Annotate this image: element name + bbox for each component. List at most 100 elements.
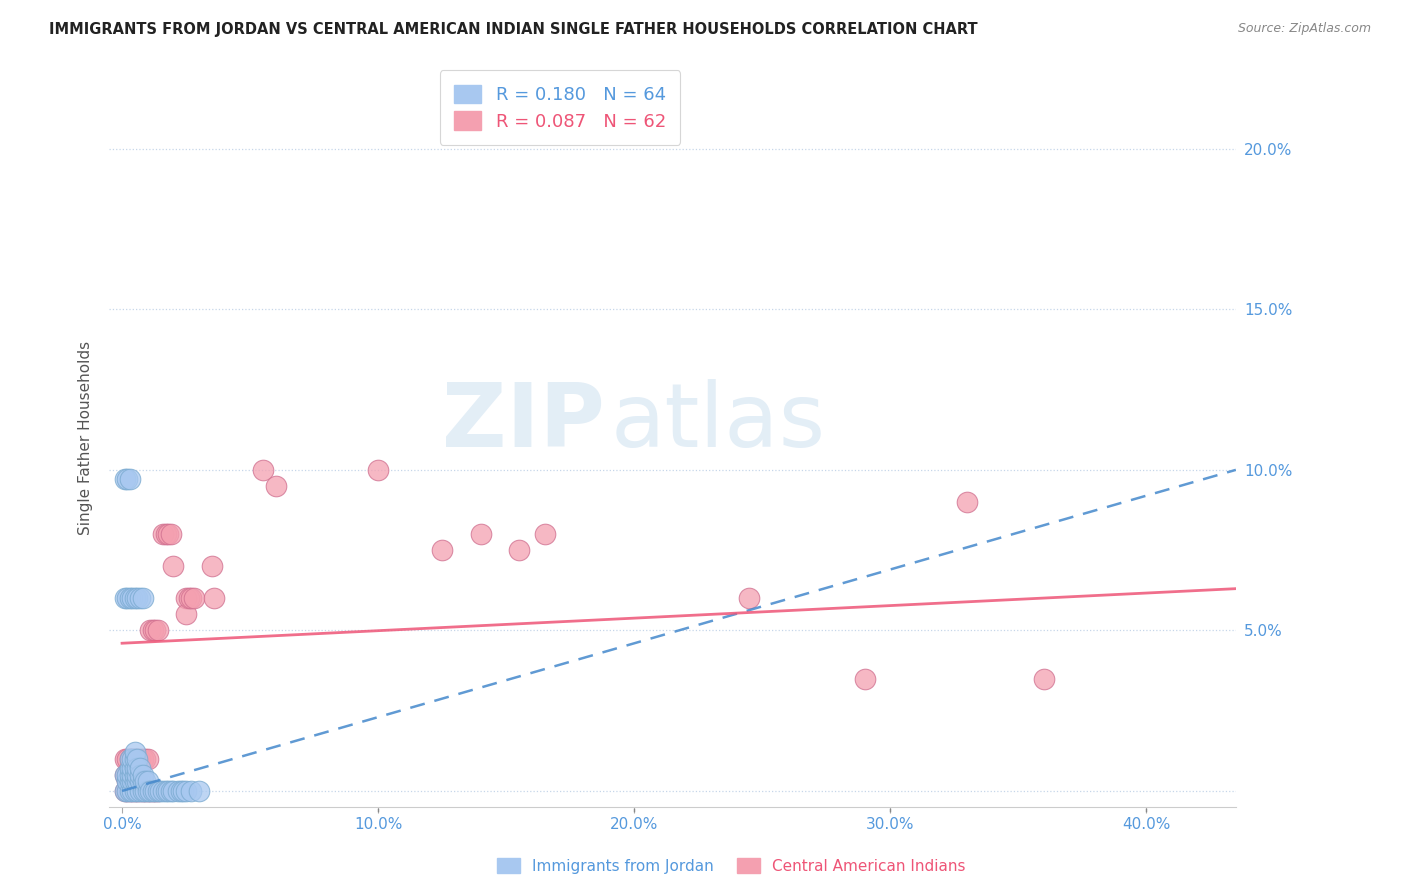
Point (162, 784, 184, 798)
Point (146, 784, 169, 798)
Point (139, 624, 162, 638)
Point (152, 784, 174, 798)
Point (115, 784, 138, 798)
Point (121, 591, 143, 606)
Point (114, 768, 136, 782)
Point (121, 752, 143, 766)
Point (121, 761, 143, 775)
Point (146, 624, 169, 638)
Point (129, 784, 152, 798)
Point (149, 784, 172, 798)
Point (124, 591, 146, 606)
Point (173, 784, 195, 798)
Point (118, 752, 141, 766)
Point (131, 774, 153, 789)
Point (134, 774, 156, 789)
Point (136, 784, 159, 798)
Point (136, 752, 159, 766)
Point (430, 543, 453, 558)
Point (157, 784, 180, 798)
Point (118, 591, 141, 606)
Point (174, 784, 197, 798)
Point (121, 774, 143, 789)
Point (127, 752, 149, 766)
Point (956, 495, 979, 509)
Legend: Immigrants from Jordan, Central American Indians: Immigrants from Jordan, Central American… (491, 852, 972, 880)
Point (533, 527, 555, 541)
Point (121, 774, 143, 789)
Point (134, 784, 156, 798)
Point (124, 768, 146, 782)
Point (131, 768, 153, 782)
Point (121, 768, 143, 782)
Point (129, 774, 152, 789)
Point (127, 774, 149, 789)
Point (174, 607, 197, 622)
Point (118, 774, 141, 789)
Point (129, 784, 152, 798)
Point (143, 624, 166, 638)
Point (136, 774, 159, 789)
Point (114, 768, 136, 782)
Point (124, 752, 146, 766)
Legend: R = 0.180   N = 64, R = 0.087   N = 62: R = 0.180 N = 64, R = 0.087 N = 62 (440, 70, 681, 145)
Point (131, 591, 153, 606)
Point (118, 774, 141, 789)
Point (118, 761, 141, 775)
Point (152, 527, 174, 541)
Point (118, 473, 141, 487)
Point (129, 768, 152, 782)
Point (367, 463, 389, 477)
Point (124, 774, 146, 789)
Point (131, 752, 153, 766)
Point (124, 752, 146, 766)
Point (129, 752, 152, 766)
Point (142, 624, 165, 638)
Point (1032, 672, 1054, 686)
Point (139, 784, 162, 798)
Point (115, 774, 138, 789)
Point (127, 774, 149, 789)
Point (142, 784, 165, 798)
Point (174, 591, 197, 606)
Point (124, 745, 146, 759)
Point (121, 784, 143, 798)
Text: atlas: atlas (610, 379, 825, 467)
Point (136, 784, 159, 798)
Point (124, 784, 146, 798)
Point (121, 784, 143, 798)
Point (470, 527, 492, 541)
Point (124, 761, 146, 775)
Point (115, 768, 138, 782)
Point (170, 784, 193, 798)
Point (162, 559, 184, 574)
Point (115, 768, 138, 782)
Point (114, 752, 136, 766)
Point (124, 784, 146, 798)
Point (264, 479, 287, 493)
Point (121, 761, 143, 775)
Point (131, 784, 153, 798)
Point (114, 591, 136, 606)
Point (853, 672, 876, 686)
Point (187, 784, 209, 798)
Point (121, 752, 143, 766)
Point (143, 784, 166, 798)
Point (127, 784, 149, 798)
Point (118, 768, 141, 782)
Point (143, 784, 166, 798)
Text: IMMIGRANTS FROM JORDAN VS CENTRAL AMERICAN INDIAN SINGLE FATHER HOUSEHOLDS CORRE: IMMIGRANTS FROM JORDAN VS CENTRAL AMERIC… (49, 22, 977, 37)
Point (155, 784, 177, 798)
Point (114, 784, 136, 798)
Point (146, 784, 169, 798)
Point (738, 591, 761, 606)
Point (115, 752, 138, 766)
Point (183, 591, 205, 606)
Point (155, 527, 177, 541)
Point (167, 784, 190, 798)
Text: Source: ZipAtlas.com: Source: ZipAtlas.com (1237, 22, 1371, 36)
Point (114, 784, 136, 798)
Point (159, 784, 181, 798)
Point (177, 591, 200, 606)
Point (134, 752, 156, 766)
